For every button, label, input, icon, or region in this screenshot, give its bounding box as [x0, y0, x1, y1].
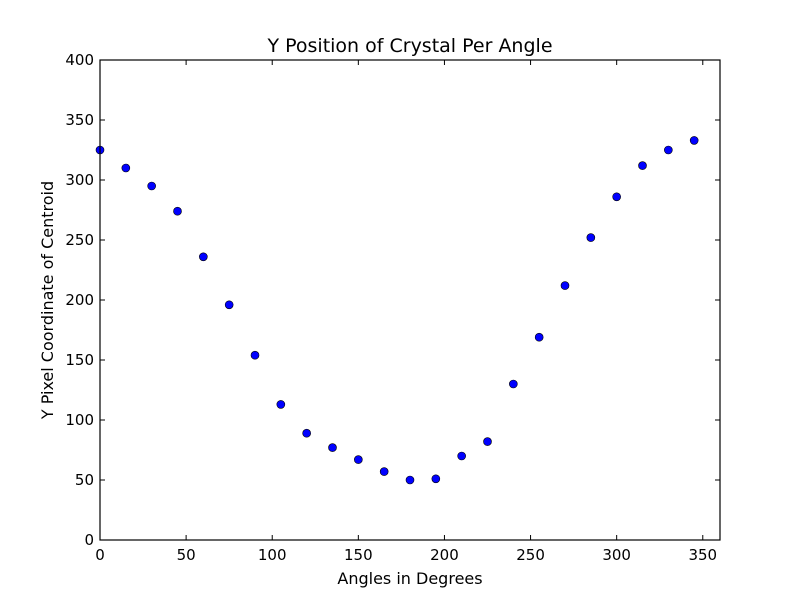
data-point: [405, 475, 415, 485]
data-point: [173, 206, 182, 216]
y-tick-label: 200: [65, 291, 94, 309]
data-point: [224, 300, 234, 310]
y-tick-label: 250: [65, 231, 94, 249]
y-tick-label: 300: [65, 171, 94, 189]
x-tick-label: 250: [516, 546, 545, 564]
data-point: [302, 428, 311, 438]
data-point: [612, 192, 621, 202]
data-point: [483, 437, 492, 446]
axis-ticks: 0 50 100 150 200 250 300 350 0 50 100 150 200 250 300 3…: [65, 51, 720, 564]
data-point: [586, 233, 596, 242]
data-point: [199, 252, 208, 262]
x-tick-label: 50: [177, 546, 196, 564]
data-point: [664, 145, 673, 155]
data-point: [534, 332, 544, 342]
x-tick-label: 150: [344, 546, 373, 564]
y-tick-label: 100: [65, 411, 94, 429]
data-point: [689, 136, 699, 145]
x-axis-label: Angles in Degrees: [337, 569, 482, 588]
y-tick-label: 50: [75, 471, 94, 489]
data-point: [276, 400, 286, 409]
chart-title: Y Position of Crystal Per Angle: [266, 35, 552, 57]
y-tick-label: 0: [84, 531, 94, 549]
data-point: [328, 443, 337, 452]
data-point: [379, 467, 389, 476]
x-tick-label: 0: [95, 546, 105, 564]
y-tick-label: 350: [65, 111, 94, 129]
data-point: [457, 451, 466, 461]
data-point: [250, 350, 260, 360]
data-point: [147, 181, 156, 191]
plot-area: [95, 136, 699, 485]
data-point: [121, 163, 131, 173]
y-axis-label: Y Pixel Coordinate of Centroid: [38, 181, 57, 420]
data-point: [354, 455, 363, 464]
data-point: [560, 281, 570, 290]
data-point: [638, 161, 647, 170]
y-tick-label: 400: [65, 51, 94, 69]
axes-frame: [99, 59, 721, 541]
data-point: [509, 379, 518, 389]
x-tick-label: 100: [258, 546, 287, 564]
y-tick-label: 150: [65, 351, 94, 369]
data-point: [431, 474, 441, 484]
x-tick-label: 350: [688, 546, 717, 564]
x-tick-label: 300: [602, 546, 631, 564]
x-tick-label: 200: [430, 546, 459, 564]
